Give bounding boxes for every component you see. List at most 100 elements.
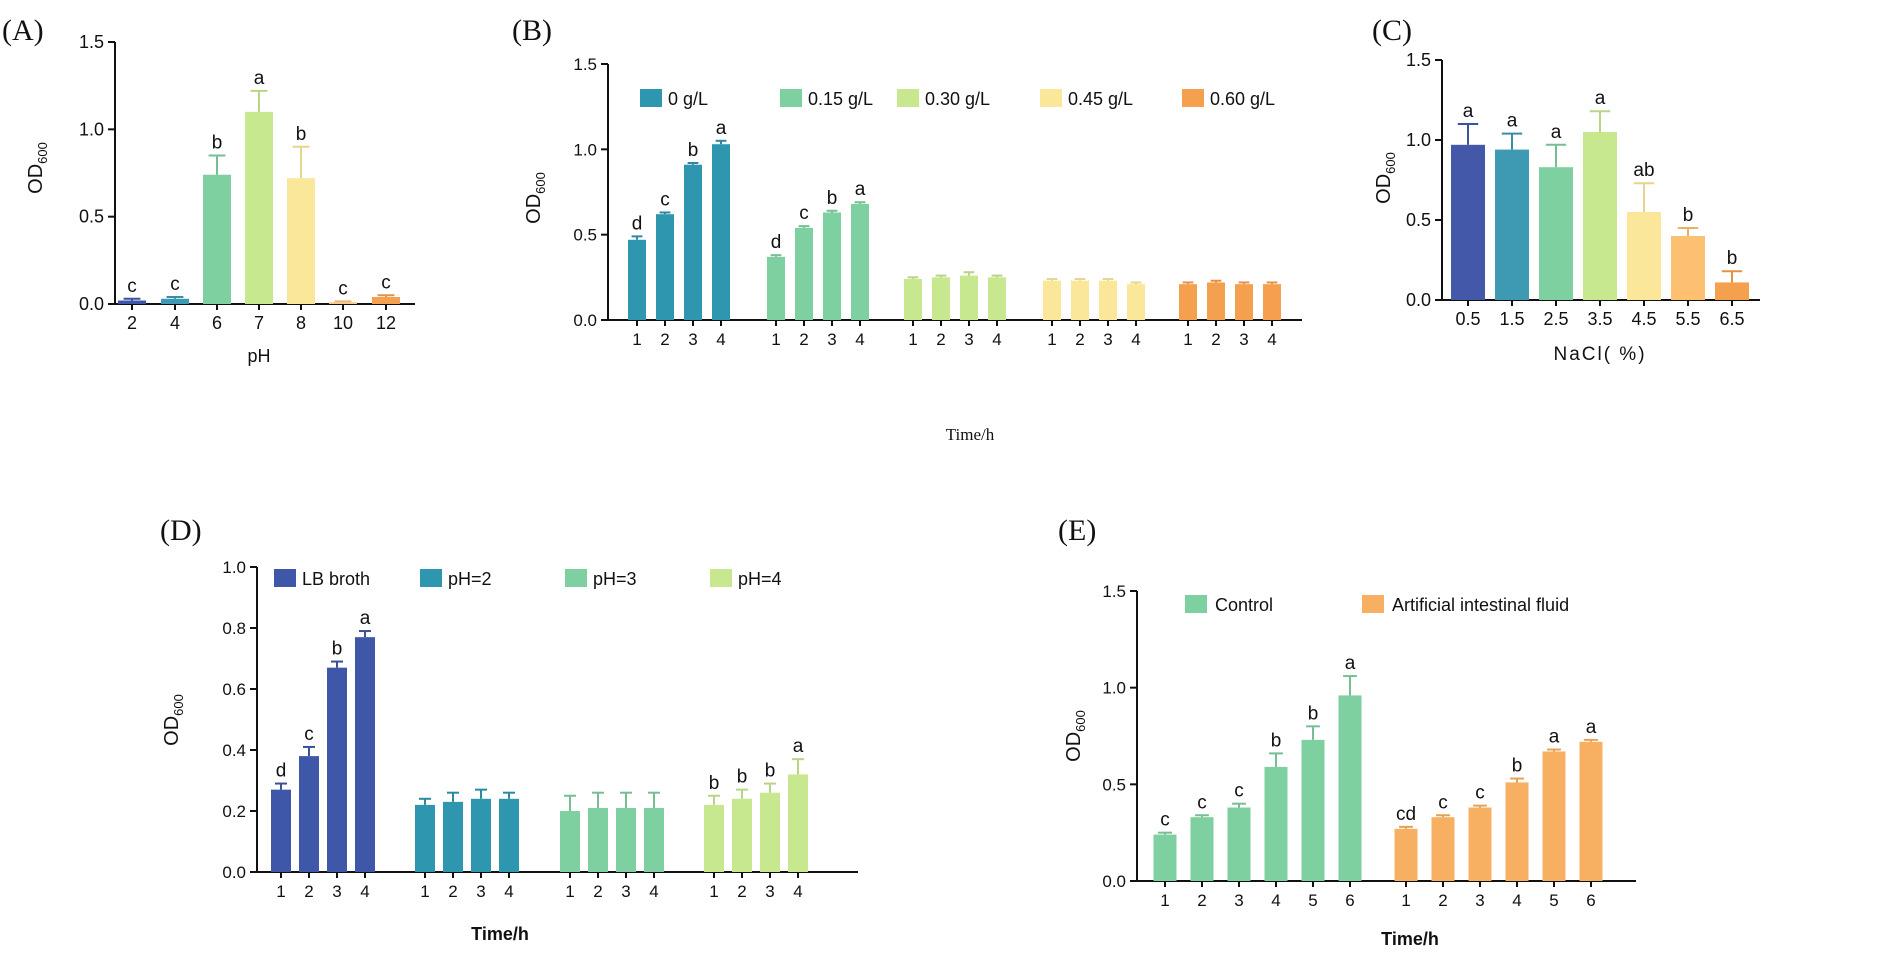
x-tick-label: 2 [799,330,808,349]
bar-d-s2-1 [588,807,608,872]
legend-swatch [780,89,802,107]
x-tick-label: 1 [420,882,429,901]
bar-d-s1-0 [415,804,435,872]
y-tick-label: 1.0 [79,119,104,139]
bar-b-s2-1 [932,277,950,320]
bar-a-4 [287,178,315,304]
bar-a-1 [161,298,189,304]
bar-e-s0-3 [1264,766,1288,881]
bar-d-s2-2 [616,807,636,872]
bar-b-s3-1 [1071,280,1089,320]
bar-e-s1-4 [1542,751,1566,881]
bar-e-s1-5 [1579,741,1603,881]
x-tick-label: 4 [649,882,658,901]
legend-label: pH=4 [738,569,782,589]
legend-swatch [640,89,662,107]
panel-b: (B) 0.0 0.5 1.0 1.5 OD600 Time/h d 1 c 2 b 3 a 4 d 1 c 2 b 3… [512,14,1302,444]
significance-letter: a [1507,111,1518,132]
significance-letter: c [799,203,809,224]
x-tick-label: 2 [448,882,457,901]
x-tick-label: 6 [1345,891,1354,910]
x-tick-label: 1 [709,882,718,901]
bar-d-s3-0 [704,804,724,872]
x-tick-label: 6.5 [1719,309,1744,329]
x-tick-label: 1 [1047,330,1056,349]
significance-letter: cd [1396,804,1416,825]
significance-letter: d [276,761,287,782]
x-tick-label: 1 [771,330,780,349]
x-tick-label: 12 [376,313,396,333]
bar-a-2 [203,174,231,304]
x-axis-label-d: Time/h [471,924,529,944]
significance-letter: a [1463,101,1474,122]
x-tick-label: 4 [170,313,180,333]
x-axis-label-b: Time/h [946,425,995,444]
bar-a-0 [118,300,146,304]
legend-swatch [274,569,296,587]
y-tick-label: 0.0 [79,294,104,314]
bar-e-s1-1 [1431,817,1455,881]
x-tick-label: 5 [1549,891,1558,910]
bar-e-s1-3 [1505,782,1529,881]
panel-e: (E) 0.0 0.5 1.0 1.5 OD600 Time/h c 1 c 2 c 3 b 4 b 5 a 6 cd… [1058,514,1636,949]
legend-label: Control [1215,595,1273,615]
bar-e-s0-4 [1301,739,1325,881]
bar-a-6 [372,297,400,304]
bar-b-s2-0 [904,279,922,320]
bar-c-5 [1671,236,1705,300]
x-axis-label-c: NaCl( %) [1553,344,1646,365]
y-tick-label: 0.0 [1102,872,1126,891]
x-tick-label: 0.5 [1455,309,1480,329]
y-tick-label: 0.5 [1406,210,1431,230]
x-tick-label: 6 [212,313,222,333]
x-tick-label: 4 [992,330,1001,349]
bar-c-1 [1495,149,1529,300]
x-tick-label: 1 [632,330,641,349]
y-tick-label: 0.0 [573,311,597,330]
significance-letter: b [1683,205,1694,226]
bar-e-s0-2 [1227,807,1251,881]
x-tick-label: 4 [1131,330,1140,349]
significance-letter: a [1586,717,1597,738]
significance-letter: d [771,232,782,253]
bar-b-s2-2 [960,275,978,320]
bar-c-4 [1627,212,1661,300]
bar-c-6 [1715,282,1749,300]
bar-a-3 [245,111,273,304]
significance-letter: a [1595,88,1606,109]
x-tick-label: 4 [793,882,802,901]
bar-d-s0-3 [355,637,375,872]
significance-letter: c [1234,781,1244,802]
x-tick-label: 3 [1103,330,1112,349]
bar-d-s0-2 [327,667,347,872]
x-tick-label: 2 [660,330,669,349]
x-tick-label: 10 [333,313,353,333]
bar-e-s0-1 [1190,817,1214,881]
significance-letter: d [632,213,643,234]
x-tick-label: 2 [593,882,602,901]
significance-letter: a [716,118,727,139]
x-tick-label: 4 [1271,891,1280,910]
significance-letter: c [304,724,314,745]
bar-b-s0-0 [628,239,646,320]
bar-d-s0-0 [271,789,291,872]
bar-d-s1-3 [499,798,519,872]
x-tick-label: 4.5 [1631,309,1656,329]
legend-swatch [1040,89,1062,107]
x-tick-label: 3.5 [1587,309,1612,329]
x-tick-label: 1 [1183,330,1192,349]
y-tick-label: 1.0 [1102,679,1126,698]
x-axis-label-e: Time/h [1381,929,1439,949]
bar-b-s0-3 [712,144,730,320]
y-axis-label-e: OD600 [1063,710,1088,762]
x-tick-label: 3 [1239,330,1248,349]
bar-b-s1-1 [795,227,813,320]
bar-b-s3-2 [1099,280,1117,320]
significance-letter: c [127,276,137,297]
significance-letter: c [1197,792,1207,813]
x-tick-label: 4 [360,882,369,901]
y-tick-label: 1.5 [573,55,597,74]
significance-letter: a [793,736,804,757]
legend-swatch [420,569,442,587]
